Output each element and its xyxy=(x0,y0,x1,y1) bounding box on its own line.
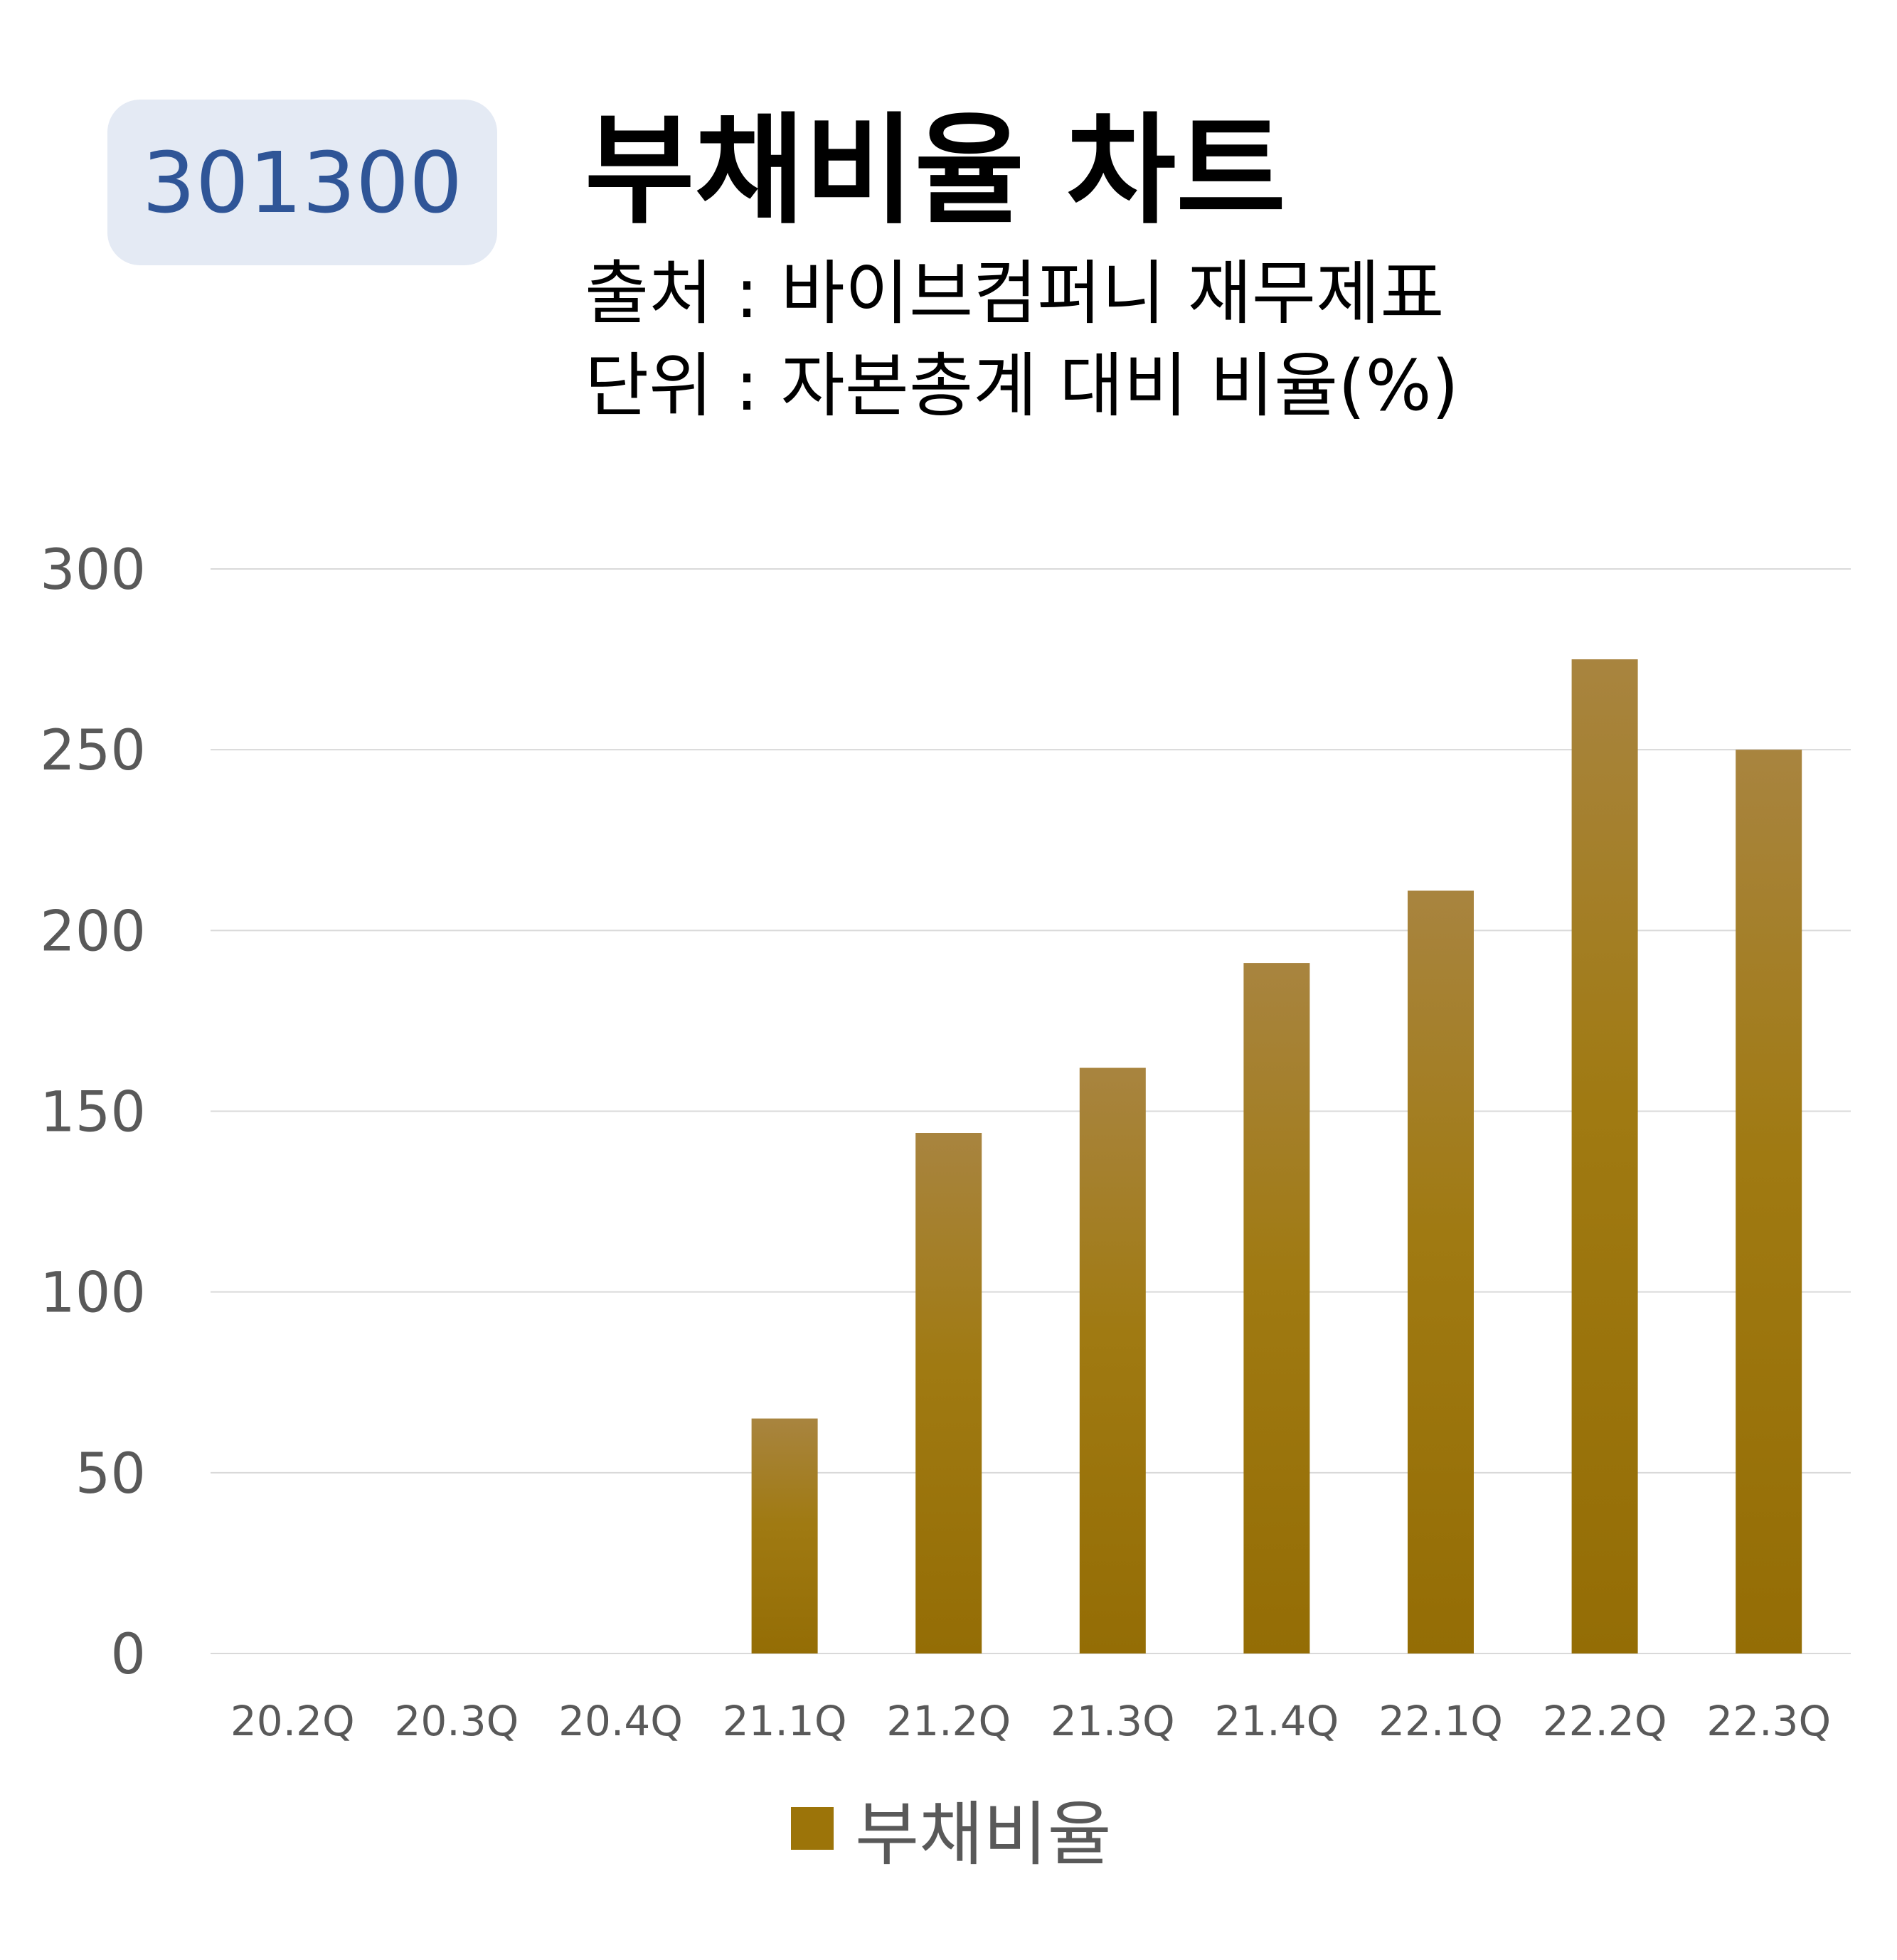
x-tick-label: 20.3Q xyxy=(395,1697,519,1745)
x-tick-label: 22.3Q xyxy=(1706,1697,1831,1745)
x-tick-label: 20.2Q xyxy=(230,1697,355,1745)
legend-label: 부채비율 xyxy=(855,1794,1112,1875)
y-tick-label: 100 xyxy=(40,1262,146,1326)
x-tick-label: 22.2Q xyxy=(1543,1697,1667,1745)
x-tick-label: 20.4Q xyxy=(558,1697,683,1745)
y-tick-label: 0 xyxy=(110,1623,146,1687)
bar xyxy=(1243,963,1310,1653)
x-tick-label: 21.3Q xyxy=(1051,1697,1175,1745)
x-tick-label: 22.1Q xyxy=(1378,1697,1503,1745)
x-tick-label: 21.4Q xyxy=(1215,1697,1339,1745)
bar xyxy=(1736,750,1802,1653)
y-tick-label: 150 xyxy=(40,1081,146,1145)
bar xyxy=(1571,659,1638,1654)
unit-note: 단위 : 자본총계 대비 비율(%) xyxy=(585,346,1459,427)
bar xyxy=(1408,890,1474,1653)
legend-swatch xyxy=(791,1807,834,1850)
stock-code-badge: 301300 xyxy=(107,100,497,265)
bar xyxy=(1079,1067,1146,1653)
x-tick-label: 21.2Q xyxy=(886,1697,1011,1745)
bar xyxy=(915,1133,982,1653)
y-axis-ticks: 0 50 100 150 200 250 300 xyxy=(40,538,146,1687)
x-tick-label: 21.1Q xyxy=(723,1697,847,1745)
source-note: 출처 : 바이브컴퍼니 재무제표 xyxy=(585,253,1445,334)
legend: 부채비율 xyxy=(791,1778,1112,1879)
y-tick-label: 50 xyxy=(75,1442,146,1506)
y-tick-label: 200 xyxy=(40,900,146,964)
y-tick-label: 300 xyxy=(40,538,146,602)
bar xyxy=(751,1418,818,1653)
x-axis-ticks: 20.2Q 20.3Q 20.4Q 21.1Q 21.2Q 21.3Q 21.4Q 22.1Q… xyxy=(230,1697,1831,1745)
gridlines xyxy=(211,568,1851,1654)
chart-title: 부채비율 차트 xyxy=(585,101,1286,240)
y-tick-label: 250 xyxy=(40,719,146,783)
bars xyxy=(751,659,1802,1654)
